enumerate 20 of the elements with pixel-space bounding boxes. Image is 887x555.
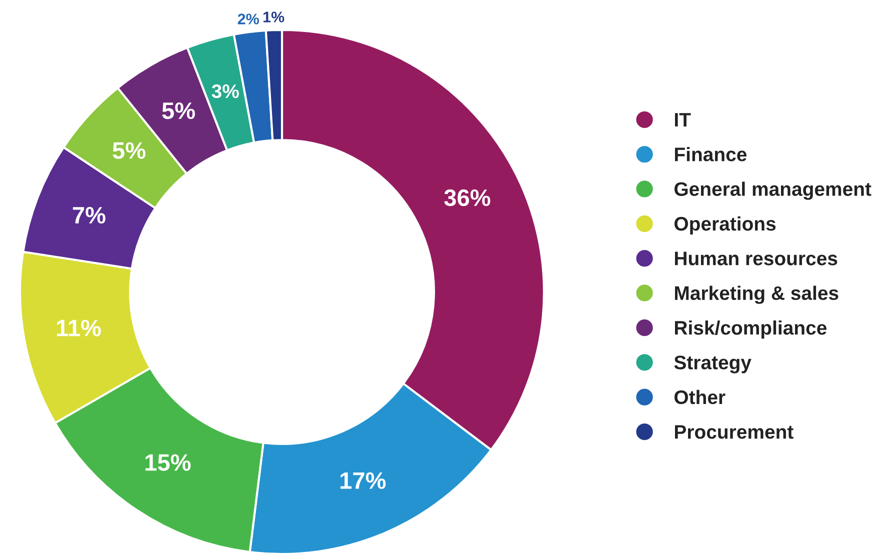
data-label: 15% <box>146 454 191 471</box>
legend-label: Operations <box>674 216 776 235</box>
legend-label: Finance <box>675 147 747 162</box>
legend-label: General management <box>674 182 872 200</box>
data-label: 36% <box>444 189 490 206</box>
legend-label: IT <box>675 113 691 126</box>
data-label: 11% <box>57 320 101 336</box>
legend-label: Risk/compliance <box>675 320 826 339</box>
legend-label: Human resources <box>675 252 838 266</box>
legend-label: Strategy <box>674 356 752 374</box>
legend-label: Marketing & sales <box>675 286 838 304</box>
data-label: 5% <box>162 102 195 120</box>
data-label: 5% <box>112 142 146 159</box>
data-label: 1% <box>263 12 284 22</box>
data-label: 3% <box>212 84 239 98</box>
legend-label: Other <box>674 390 726 404</box>
data-label: 7% <box>72 206 106 224</box>
legend-label: Procurement <box>675 425 794 439</box>
data-label: 17% <box>340 472 386 489</box>
data-label: 2% <box>238 14 259 24</box>
